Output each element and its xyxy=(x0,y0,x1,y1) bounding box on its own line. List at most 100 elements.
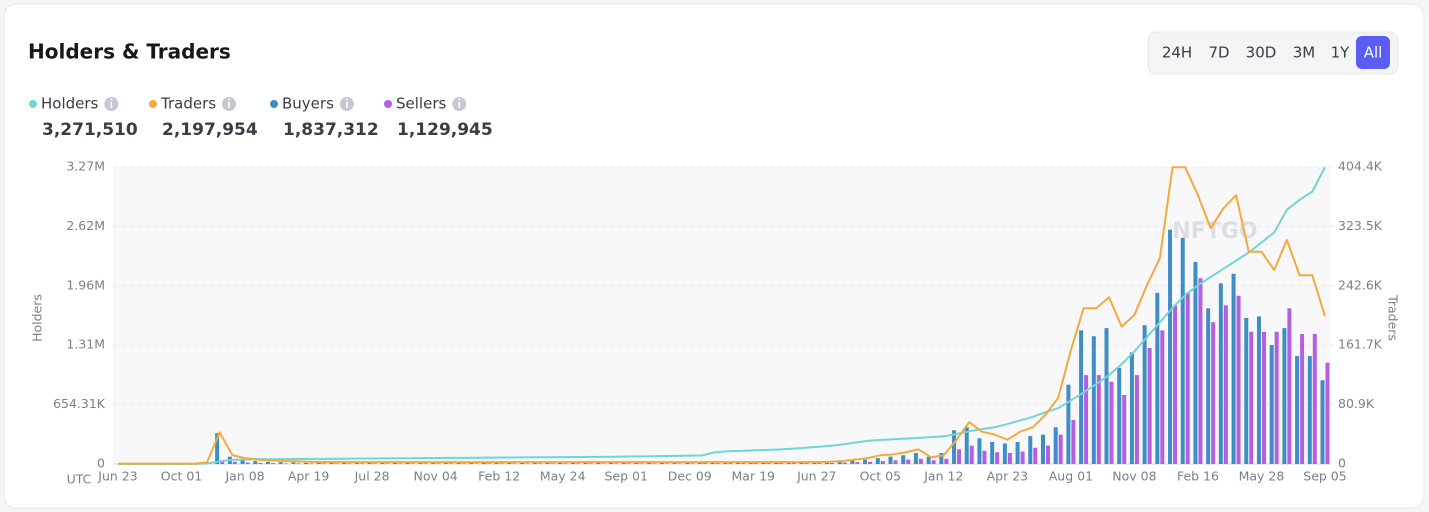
bar xyxy=(1256,316,1261,464)
bar xyxy=(977,438,982,464)
y2-tick-label: 323.5K xyxy=(1338,218,1383,233)
bar xyxy=(1155,292,1160,464)
legend-total: 3,271,510 xyxy=(42,120,138,140)
bar xyxy=(588,463,593,464)
range-button[interactable]: 1Y xyxy=(1331,44,1351,62)
bar xyxy=(621,462,626,464)
bar xyxy=(702,463,707,464)
bar xyxy=(436,463,441,464)
legend-dot xyxy=(270,100,278,108)
range-button-active[interactable] xyxy=(1356,36,1390,69)
legend-label[interactable]: Traders xyxy=(160,95,216,113)
bar xyxy=(410,463,415,464)
bar xyxy=(443,462,448,464)
plot-area xyxy=(113,167,1330,464)
bar xyxy=(1091,336,1096,464)
bar xyxy=(918,458,923,464)
bar xyxy=(1307,356,1312,464)
bar xyxy=(342,462,347,464)
bar xyxy=(901,455,906,464)
x-tick-label: Nov 08 xyxy=(1112,469,1156,484)
bar xyxy=(1028,436,1033,464)
bar xyxy=(614,463,619,464)
bar xyxy=(550,463,555,464)
bar xyxy=(690,463,695,464)
x-tick-label: Sep 05 xyxy=(1303,469,1346,484)
legend-dot xyxy=(149,100,157,108)
bar xyxy=(664,463,669,464)
bar xyxy=(1096,375,1101,464)
chart-title: Holders & Traders xyxy=(28,40,231,64)
bar xyxy=(753,463,758,464)
bar xyxy=(537,463,542,464)
bar xyxy=(329,462,334,464)
x-tick-label: Oct 05 xyxy=(860,469,902,484)
bar xyxy=(741,463,746,464)
bar xyxy=(779,463,784,464)
bar xyxy=(558,462,563,464)
range-button[interactable]: 24H xyxy=(1162,44,1192,62)
bar xyxy=(1002,443,1007,464)
bar xyxy=(1079,330,1084,464)
legend-label[interactable]: Buyers xyxy=(282,95,334,113)
x-tick-label: Apr 19 xyxy=(288,469,330,484)
bar xyxy=(215,433,220,464)
y2-tick-label: 242.6K xyxy=(1338,277,1383,292)
x-tick-label: Sep 01 xyxy=(604,469,647,484)
bar xyxy=(1211,322,1216,464)
legend-dot xyxy=(29,100,37,108)
bar xyxy=(715,463,720,464)
bar xyxy=(507,462,512,464)
bar xyxy=(321,463,326,464)
range-button[interactable]: 7D xyxy=(1208,44,1229,62)
bar xyxy=(855,462,860,464)
bar xyxy=(761,462,766,464)
range-selector xyxy=(1147,31,1399,75)
range-button[interactable]: 3M xyxy=(1293,44,1316,62)
bar xyxy=(245,462,250,464)
bar xyxy=(1129,352,1134,464)
bar xyxy=(906,459,911,464)
bar xyxy=(1109,381,1114,464)
bar xyxy=(1173,305,1178,464)
bar xyxy=(817,463,822,464)
bar xyxy=(931,460,936,464)
bar xyxy=(1249,331,1254,464)
bar xyxy=(359,463,364,464)
bar xyxy=(253,461,258,464)
bar xyxy=(1122,394,1127,464)
x-tick-label: Nov 04 xyxy=(413,469,457,484)
bar xyxy=(990,441,995,464)
bar xyxy=(893,460,898,464)
bar xyxy=(367,462,372,464)
y2-tick-label: 404.4K xyxy=(1338,159,1383,174)
bar xyxy=(486,463,491,464)
legend-total: 1,129,945 xyxy=(397,120,493,140)
bar xyxy=(499,463,504,464)
range-button[interactable]: 30D xyxy=(1246,44,1277,62)
bar xyxy=(1160,330,1165,464)
bar xyxy=(791,463,796,464)
bar xyxy=(639,463,644,464)
x-tick-label: May 28 xyxy=(1239,469,1285,484)
bar xyxy=(1269,345,1274,464)
x-tick-label: Aug 01 xyxy=(1049,469,1093,484)
bar xyxy=(786,462,791,464)
bar xyxy=(969,445,974,464)
bar xyxy=(1053,427,1058,464)
bar xyxy=(1244,317,1249,464)
x-tick-label: Apr 23 xyxy=(987,469,1029,484)
legend-label[interactable]: Sellers xyxy=(396,95,446,113)
bar xyxy=(1147,347,1152,464)
bar xyxy=(1198,278,1203,464)
bar xyxy=(677,463,682,464)
bar xyxy=(995,452,1000,464)
legend-label[interactable]: Holders xyxy=(41,95,99,113)
range-button[interactable]: All xyxy=(1364,44,1383,62)
x-tick-label: Jun 23 xyxy=(97,469,137,484)
bar xyxy=(609,462,614,464)
bar xyxy=(875,458,880,464)
legend-dot xyxy=(384,100,392,108)
bar xyxy=(380,462,385,464)
bar xyxy=(1084,375,1089,464)
